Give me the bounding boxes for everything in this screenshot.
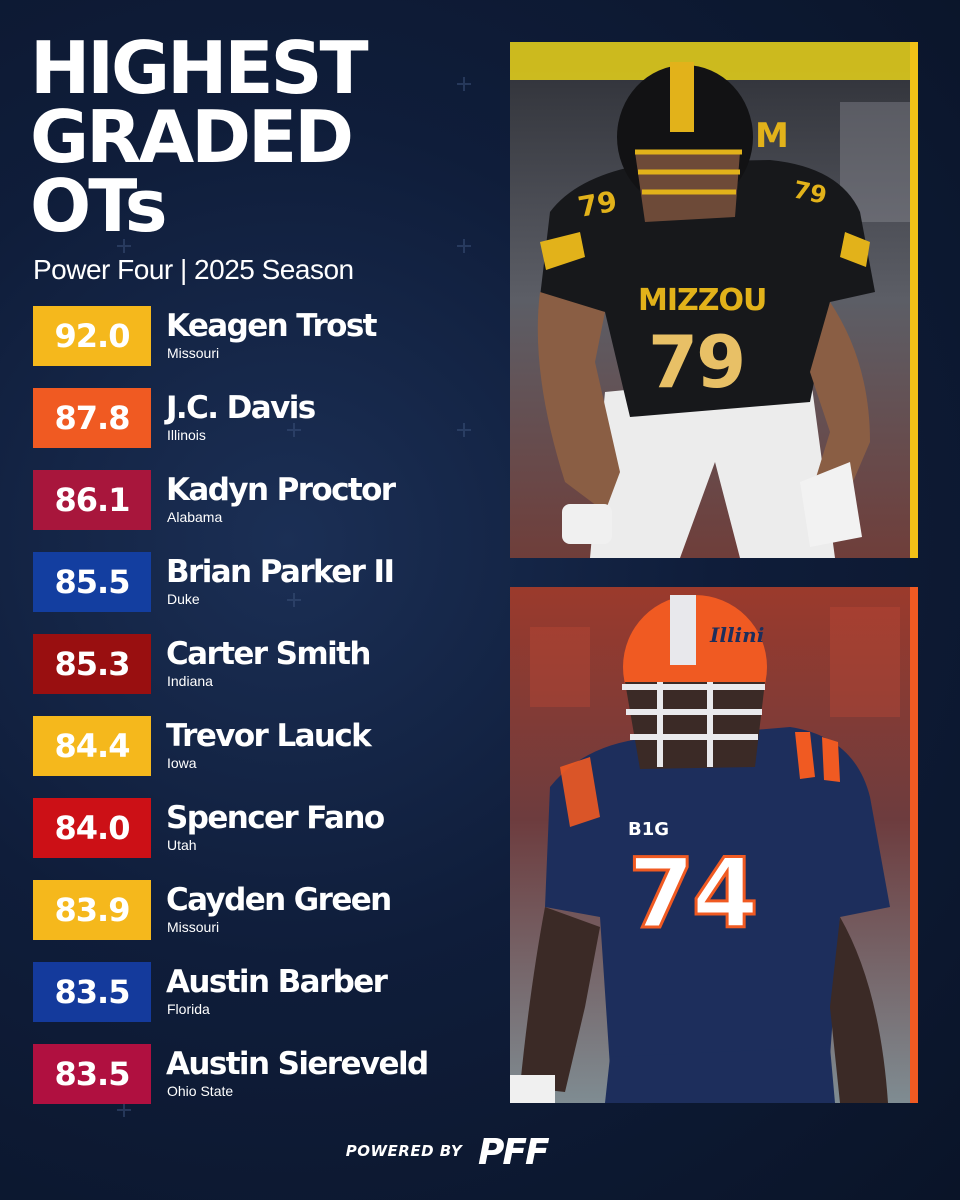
grade-badge: 84.0 — [33, 798, 151, 858]
player-school: Missouri — [167, 345, 220, 361]
title-line-3: OTs — [30, 164, 168, 248]
player-name: Kadyn Proctor — [166, 472, 396, 508]
powered-by-text: POWERED BY — [345, 1142, 463, 1160]
helmet-logo: Illini — [709, 623, 764, 647]
player-school: Ohio State — [167, 1083, 234, 1099]
player-school: Duke — [167, 591, 200, 607]
helmet-logo: M — [755, 116, 789, 156]
ranking-row: 85.5 Brian Parker II Duke — [33, 552, 473, 612]
photo-accent-bar — [910, 587, 918, 1103]
player-school: Illinois — [167, 427, 206, 443]
title-line-1: HIGHEST — [30, 26, 369, 110]
player-name: Austin Siereveld — [166, 1046, 429, 1082]
ranking-row: 83.5 Austin Barber Florida — [33, 962, 473, 1022]
ranking-row: 84.0 Spencer Fano Utah — [33, 798, 473, 858]
ranking-row: 84.4 Trevor Lauck Iowa — [33, 716, 473, 776]
player-name: Spencer Fano — [166, 800, 385, 836]
player-school: Iowa — [167, 755, 197, 771]
player-name: Carter Smith — [166, 636, 371, 672]
grade-badge: 86.1 — [33, 470, 151, 530]
page-title: HIGHEST GRADED OTs — [30, 26, 369, 248]
player-school: Missouri — [167, 919, 220, 935]
jersey-conference-logo: B1G — [628, 819, 669, 840]
grade-badge: 85.3 — [33, 634, 151, 694]
ranking-row: 83.9 Cayden Green Missouri — [33, 880, 473, 940]
missouri-lineman-photo: M MIZZOU 79 79 79 — [510, 42, 918, 558]
grade-badge: 92.0 — [33, 306, 151, 366]
player-school: Utah — [167, 837, 197, 853]
player-name: Keagen Trost — [166, 308, 378, 344]
player-name: Austin Barber — [166, 964, 388, 1000]
pff-logo-text: PFF — [478, 1134, 550, 1168]
shoulder-number-right: 79 — [791, 175, 829, 209]
jersey-number: 79 — [648, 320, 744, 404]
grade-badge: 85.5 — [33, 552, 151, 612]
grade-badge: 83.5 — [33, 1044, 151, 1104]
illinois-lineman-photo: Illini B1G 74 — [510, 587, 918, 1103]
player-school: Alabama — [167, 509, 223, 525]
ranking-row: 85.3 Carter Smith Indiana — [33, 634, 473, 694]
grade-badge: 83.9 — [33, 880, 151, 940]
grade-badge: 84.4 — [33, 716, 151, 776]
jersey-wordmark: MIZZOU — [638, 283, 766, 318]
player-name: J.C. Davis — [166, 390, 316, 426]
ranking-row: 83.5 Austin Siereveld Ohio State — [33, 1044, 473, 1104]
ranking-row: 87.8 J.C. Davis Illinois — [33, 388, 473, 448]
grade-badge: 83.5 — [33, 962, 151, 1022]
ranking-row: 92.0 Keagen Trost Missouri — [33, 306, 473, 366]
pff-logo-icon: PFF — [478, 1134, 552, 1168]
title-line-2: GRADED — [30, 95, 354, 179]
player-name: Cayden Green — [166, 882, 392, 918]
ranking-row: 86.1 Kadyn Proctor Alabama — [33, 470, 473, 530]
player-school: Indiana — [167, 673, 213, 689]
footer: POWERED BY PFF — [0, 1126, 960, 1176]
grade-badge: 87.8 — [33, 388, 151, 448]
subtitle: Power Four | 2025 Season — [33, 254, 354, 285]
photo-accent-bar — [910, 42, 918, 558]
jersey-number: 74 — [628, 838, 756, 950]
player-name: Brian Parker II — [166, 554, 395, 590]
player-name: Trevor Lauck — [166, 718, 372, 754]
shoulder-number: 79 — [575, 185, 619, 224]
player-school: Florida — [167, 1001, 210, 1017]
